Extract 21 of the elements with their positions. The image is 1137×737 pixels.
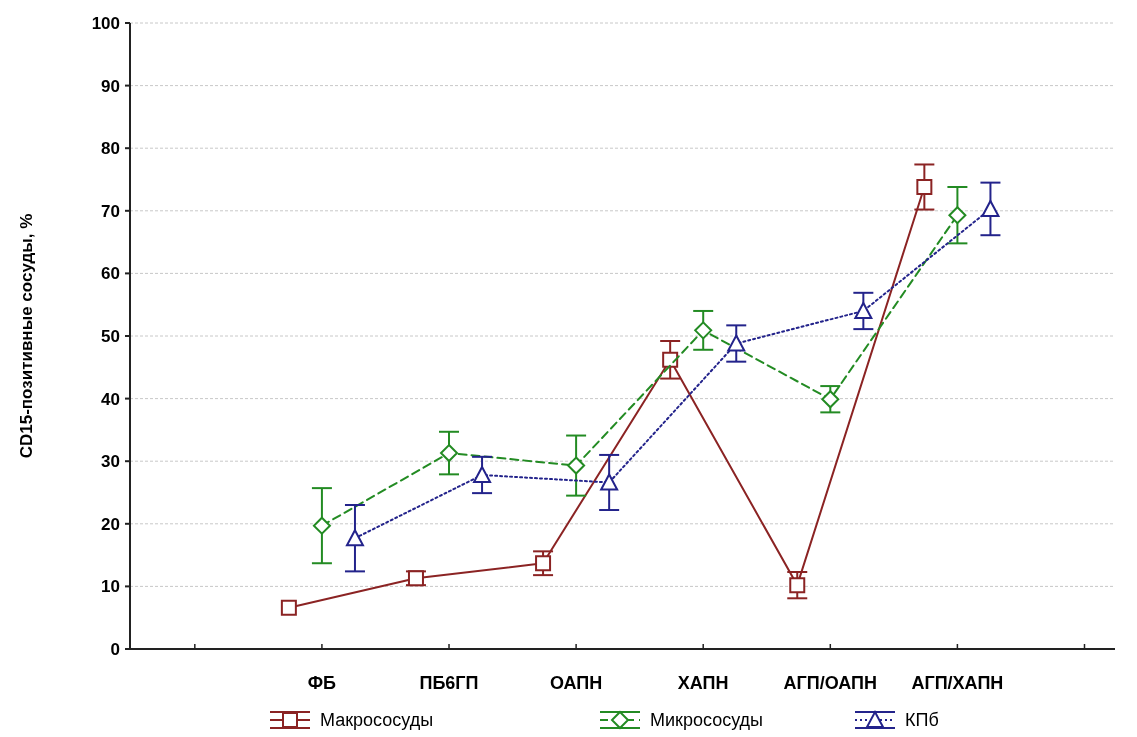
x-tick-label: АГП/ХАПН: [911, 673, 1004, 693]
legend-label: Микрососуды: [650, 710, 764, 731]
y-tick-label: 60: [101, 264, 120, 284]
y-tick-label: 0: [110, 639, 120, 659]
y-tick-label: 90: [101, 76, 120, 96]
y-tick-label: 30: [101, 452, 120, 472]
y-tick-label: 10: [101, 577, 120, 597]
y-tick-label: 80: [101, 139, 120, 159]
x-tick-label: АГП/ОАПН: [783, 673, 878, 693]
legend-label: Макрососуды: [320, 710, 434, 731]
y-tick-label: 100: [91, 13, 120, 33]
x-tick-label: ОАПН: [549, 673, 603, 693]
legend-label: КПб: [905, 710, 939, 731]
x-tick-label: ПБ6ГП: [419, 673, 479, 693]
x-tick-label: ХАПН: [677, 673, 729, 693]
y-tick-label: 20: [101, 514, 120, 534]
x-tick-label: ФБ: [307, 673, 337, 693]
y-axis-title: CD15-позитивные сосуды, %: [17, 213, 36, 459]
y-tick-label: 40: [101, 389, 120, 409]
y-tick-label: 50: [101, 326, 120, 346]
y-tick-label: 70: [101, 201, 120, 221]
